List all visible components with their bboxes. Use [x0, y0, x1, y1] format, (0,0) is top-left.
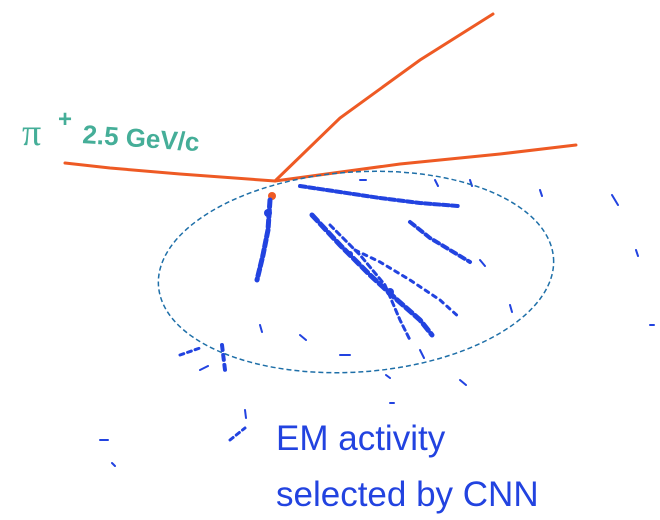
caption-line: selected by CNN	[276, 475, 539, 514]
particle-charge: +	[58, 106, 72, 133]
particle-symbol: π	[22, 112, 41, 154]
caption-line: EM activity	[276, 419, 446, 458]
event-display: π + 2.5 GeV/c EM activity selected by CN…	[0, 0, 660, 520]
momentum-label: 2.5 GeV/c	[82, 119, 201, 157]
pion-tracks	[65, 14, 576, 200]
